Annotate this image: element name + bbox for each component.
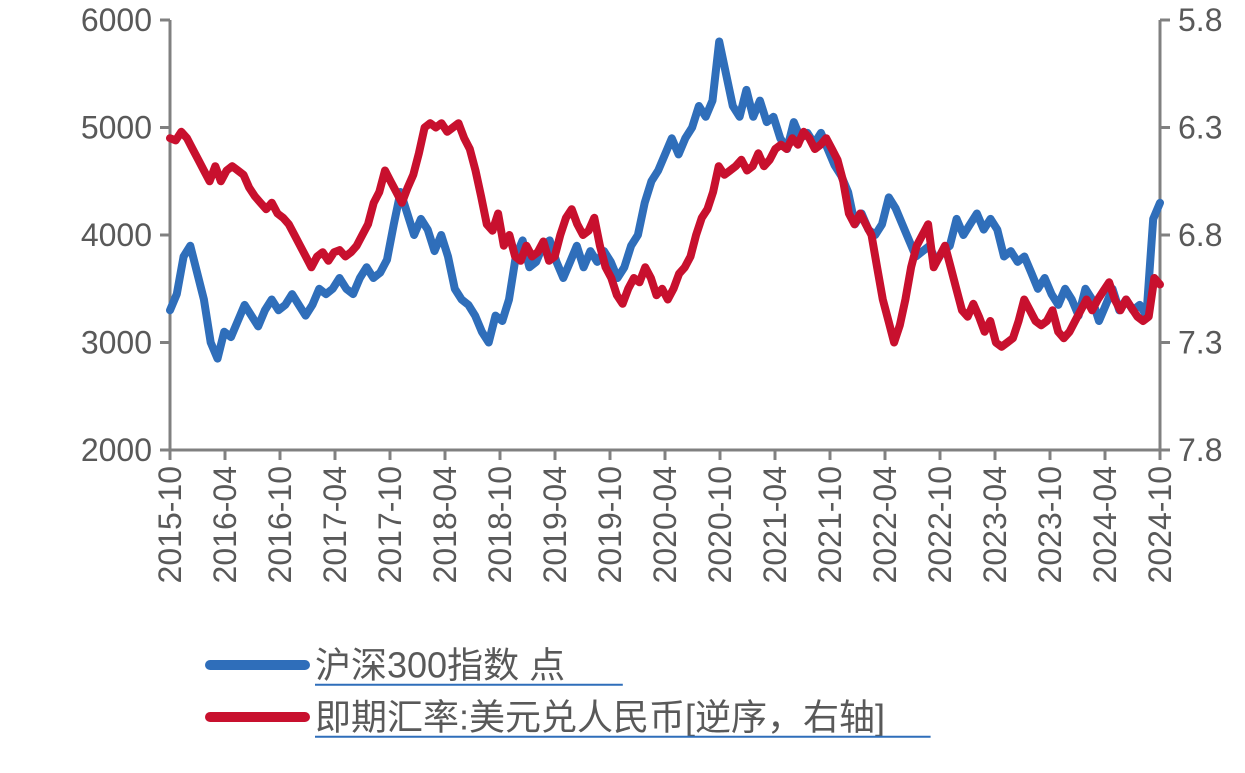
y-left-label: 2000: [81, 432, 152, 468]
x-label: 2022-10: [922, 466, 958, 583]
x-label: 2024-04: [1087, 466, 1123, 583]
x-label: 2019-04: [537, 466, 573, 583]
x-label: 2020-10: [702, 466, 738, 583]
y-right-label: 7.8: [1178, 432, 1222, 468]
y-left-label: 4000: [81, 217, 152, 253]
y-right-label: 7.3: [1178, 325, 1222, 361]
dual-axis-line-chart: 2000 3000 4000 5000 6000 5.8 6.3 6.8 7.3 7.8 2015-…: [0, 0, 1245, 773]
legend-label-csi300: 沪深300指数 点: [315, 645, 565, 686]
x-label: 2015-10: [152, 466, 188, 583]
chart-bg: [0, 0, 1245, 773]
y-right-label: 6.8: [1178, 217, 1222, 253]
x-label: 2021-10: [812, 466, 848, 583]
x-label: 2016-04: [207, 466, 243, 583]
x-label: 2022-04: [867, 466, 903, 583]
x-label: 2020-04: [647, 466, 683, 583]
x-label: 2016-10: [262, 466, 298, 583]
x-label: 2021-04: [757, 466, 793, 583]
x-label: 2023-04: [977, 466, 1013, 583]
x-label: 2018-04: [427, 466, 463, 583]
x-label: 2019-10: [592, 466, 628, 583]
y-right-label: 5.8: [1178, 2, 1222, 38]
y-left-label: 5000: [81, 110, 152, 146]
y-left-label: 6000: [81, 2, 152, 38]
chart-container: 2000 3000 4000 5000 6000 5.8 6.3 6.8 7.3 7.8 2015-…: [0, 0, 1245, 773]
x-label: 2018-10: [482, 466, 518, 583]
x-label: 2017-10: [372, 466, 408, 583]
x-label: 2017-04: [317, 466, 353, 583]
x-label: 2023-10: [1032, 466, 1068, 583]
legend-label-usdcny: 即期汇率:美元兑人民币[逆序，右轴]: [315, 697, 885, 738]
x-label: 2024-10: [1142, 466, 1178, 583]
y-right-label: 6.3: [1178, 110, 1222, 146]
y-left-label: 3000: [81, 325, 152, 361]
